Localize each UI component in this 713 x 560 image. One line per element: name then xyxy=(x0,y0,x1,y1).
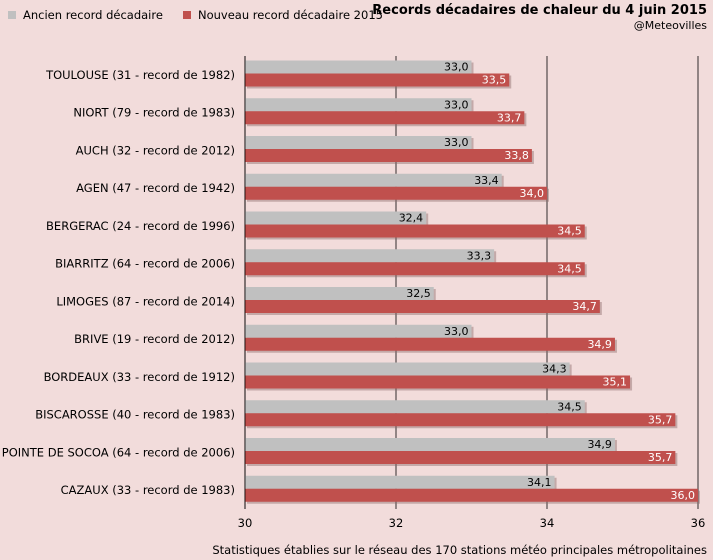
legend-swatch-new xyxy=(183,11,191,19)
bar-old-record xyxy=(245,438,615,451)
data-label-new: 35,7 xyxy=(648,451,673,464)
data-label-new: 35,1 xyxy=(603,376,628,389)
category-label: LIMOGES (87 - record de 2014) xyxy=(56,294,235,308)
legend-label-new: Nouveau record décadaire 2015 xyxy=(198,8,383,22)
legend-item-new: Nouveau record décadaire 2015 xyxy=(183,8,383,22)
x-tick-label: 30 xyxy=(238,516,253,530)
data-label-new: 33,7 xyxy=(497,111,522,124)
bar-old-record xyxy=(245,211,427,225)
data-label-old: 33,0 xyxy=(444,61,469,74)
category-label: BRIVE (19 - record de 2012) xyxy=(74,332,235,346)
data-label-new: 36,0 xyxy=(671,489,696,502)
data-label-old: 34,3 xyxy=(542,363,567,376)
x-tick-label: 36 xyxy=(691,516,706,530)
chart-title: Records décadaires de chaleur du 4 juin … xyxy=(372,3,707,18)
bar-old-record xyxy=(245,400,585,414)
data-label-old: 33,0 xyxy=(444,136,469,149)
bar-old-record xyxy=(245,173,502,187)
legend-item-old: Ancien record décadaire xyxy=(8,8,163,22)
chart-subtitle: @Meteovilles xyxy=(633,19,707,32)
bar-old-record xyxy=(245,324,472,338)
bar-new-record xyxy=(245,451,676,464)
data-label-new: 35,7 xyxy=(648,413,673,426)
chart-footnote: Statistiques établies sur le réseau des … xyxy=(212,543,707,557)
category-label: AUCH (32 - record de 2012) xyxy=(76,143,235,157)
bar-new-record xyxy=(245,337,615,351)
bar-old-record xyxy=(245,249,495,263)
bar-new-record xyxy=(245,488,698,502)
x-tick-label: 34 xyxy=(540,516,555,530)
data-label-old: 32,4 xyxy=(399,212,424,225)
bar-old-record xyxy=(245,60,472,74)
data-label-old: 33,0 xyxy=(444,98,469,111)
category-label: BORDEAUX (33 - record de 1912) xyxy=(44,370,235,384)
data-label-new: 34,9 xyxy=(587,338,612,351)
bar-new-record xyxy=(245,262,585,276)
legend-label-old: Ancien record décadaire xyxy=(23,8,163,22)
category-label: BISCAROSSE (40 - record de 1983) xyxy=(35,408,235,422)
category-label: AGEN (47 - record de 1942) xyxy=(76,181,235,195)
category-label: TOULOUSE (31 - record de 1982) xyxy=(45,68,235,82)
bar-old-record xyxy=(245,362,570,376)
bar-new-record xyxy=(245,224,585,238)
data-label-old: 33,4 xyxy=(474,174,499,187)
data-label-new: 33,8 xyxy=(504,149,529,162)
data-label-new: 34,5 xyxy=(557,262,582,275)
bar-old-record xyxy=(245,475,555,489)
bar-old-record xyxy=(245,136,472,149)
category-label: BERGERAC (24 - record de 1996) xyxy=(46,219,235,233)
legend-swatch-old xyxy=(8,11,16,19)
category-label: BIARRITZ (64 - record de 2006) xyxy=(55,257,235,271)
data-label-old: 33,0 xyxy=(444,325,469,338)
data-label-old: 33,3 xyxy=(467,249,492,262)
bar-new-record xyxy=(245,186,547,200)
bar-new-record xyxy=(245,300,600,313)
data-label-new: 34,5 xyxy=(557,225,582,238)
data-label-old: 34,1 xyxy=(527,476,552,489)
category-label: POINTE DE SOCOA (64 - record de 2006) xyxy=(2,445,235,459)
data-label-old: 34,9 xyxy=(587,438,612,451)
data-label-old: 32,5 xyxy=(406,287,431,300)
bar-new-record xyxy=(245,111,525,125)
category-label: CAZAUX (33 - record de 1983) xyxy=(61,483,235,497)
category-label: NIORT (79 - record de 1983) xyxy=(73,106,235,120)
data-label-new: 34,0 xyxy=(520,187,545,200)
data-label-old: 34,5 xyxy=(557,400,582,413)
bar-old-record xyxy=(245,287,434,300)
bar-new-record xyxy=(245,73,510,87)
bar-new-record xyxy=(245,375,631,389)
bar-new-record xyxy=(245,149,532,162)
data-label-new: 33,5 xyxy=(482,74,507,87)
x-tick-label: 32 xyxy=(389,516,404,530)
bar-new-record xyxy=(245,413,676,427)
data-label-new: 34,7 xyxy=(572,300,597,313)
bar-old-record xyxy=(245,98,472,112)
